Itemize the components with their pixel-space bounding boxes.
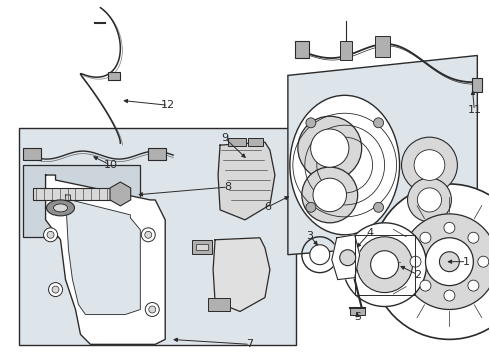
Bar <box>355 235 415 294</box>
Bar <box>350 307 365 315</box>
Text: 3: 3 <box>306 231 313 241</box>
Bar <box>19 128 296 345</box>
Text: 11: 11 <box>467 105 481 115</box>
Text: 9: 9 <box>221 133 229 143</box>
Circle shape <box>311 129 349 167</box>
Bar <box>340 41 352 60</box>
Ellipse shape <box>290 95 399 235</box>
Text: 12: 12 <box>161 100 175 110</box>
Bar <box>472 78 482 92</box>
Circle shape <box>408 178 451 222</box>
Circle shape <box>414 150 445 180</box>
Circle shape <box>444 222 455 233</box>
Circle shape <box>310 245 330 265</box>
Circle shape <box>313 178 346 212</box>
Circle shape <box>373 202 384 212</box>
Circle shape <box>44 228 57 242</box>
Text: 6: 6 <box>265 202 271 212</box>
Circle shape <box>52 286 59 293</box>
Circle shape <box>401 214 490 310</box>
Circle shape <box>145 231 152 238</box>
Circle shape <box>49 283 63 297</box>
Polygon shape <box>218 142 275 220</box>
Text: 4: 4 <box>366 228 373 238</box>
Circle shape <box>298 116 362 180</box>
Circle shape <box>425 238 473 285</box>
Bar <box>295 41 309 58</box>
Text: 1: 1 <box>463 257 470 267</box>
Circle shape <box>145 302 159 316</box>
Bar <box>228 138 246 146</box>
Circle shape <box>420 232 431 243</box>
Circle shape <box>373 118 384 128</box>
Circle shape <box>370 251 398 279</box>
Circle shape <box>306 118 316 128</box>
Text: 5: 5 <box>354 312 361 323</box>
Bar <box>23 148 41 160</box>
Circle shape <box>141 228 155 242</box>
Polygon shape <box>110 182 131 206</box>
Circle shape <box>468 280 479 291</box>
Text: 2: 2 <box>414 270 421 280</box>
Circle shape <box>302 167 358 223</box>
Circle shape <box>417 188 441 212</box>
Ellipse shape <box>53 204 68 212</box>
Bar <box>192 240 212 254</box>
Circle shape <box>340 250 356 266</box>
Circle shape <box>478 256 489 267</box>
Circle shape <box>401 137 457 193</box>
Circle shape <box>440 252 460 272</box>
Bar <box>196 244 208 250</box>
Circle shape <box>371 184 490 339</box>
Circle shape <box>444 290 455 301</box>
Bar <box>23 165 140 237</box>
Ellipse shape <box>47 200 74 216</box>
Circle shape <box>420 280 431 291</box>
Circle shape <box>343 223 426 306</box>
Text: 10: 10 <box>103 160 118 170</box>
Bar <box>248 138 263 146</box>
Circle shape <box>410 256 421 267</box>
Bar <box>108 72 121 80</box>
Bar <box>375 36 390 58</box>
Circle shape <box>149 306 156 313</box>
Polygon shape <box>46 175 165 345</box>
Polygon shape <box>288 55 477 255</box>
Bar <box>208 298 230 311</box>
Polygon shape <box>213 238 270 311</box>
Bar <box>33 188 112 200</box>
Circle shape <box>47 231 54 238</box>
Circle shape <box>306 202 316 212</box>
Polygon shape <box>332 235 360 280</box>
Circle shape <box>357 237 413 293</box>
Bar <box>148 148 166 160</box>
Circle shape <box>468 232 479 243</box>
Text: 7: 7 <box>246 339 253 349</box>
Text: 8: 8 <box>224 182 232 192</box>
Polygon shape <box>66 195 140 315</box>
